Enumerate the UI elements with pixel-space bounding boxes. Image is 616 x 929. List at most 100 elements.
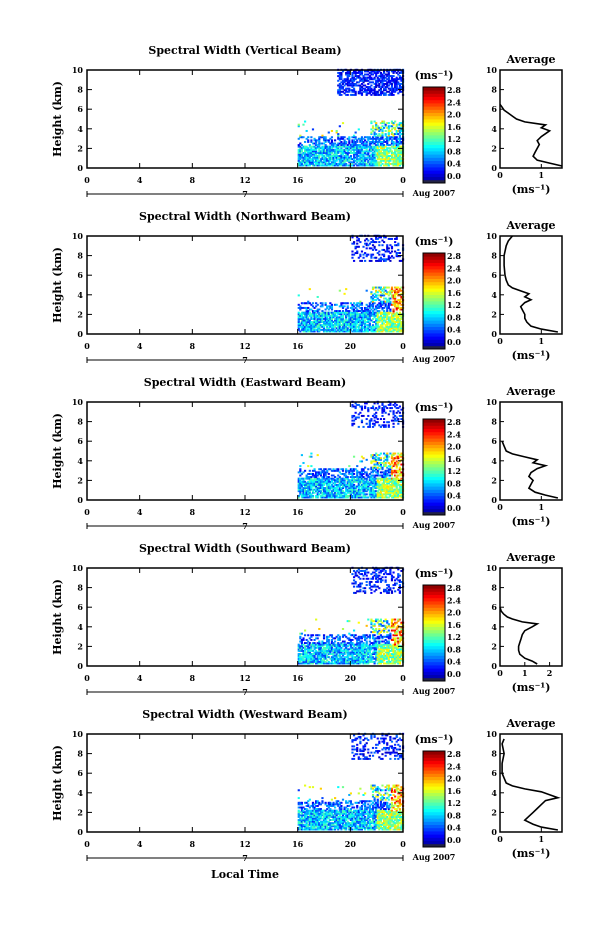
heatmap-cell bbox=[330, 303, 334, 306]
heatmap-cell bbox=[321, 480, 324, 483]
heatmap-cell bbox=[303, 306, 307, 309]
heatmap-cell bbox=[346, 75, 349, 78]
heatmap-cell bbox=[376, 259, 379, 262]
heatmap-cell bbox=[376, 252, 379, 255]
heatmap-cell bbox=[368, 314, 371, 317]
heatmap-cell bbox=[376, 92, 379, 95]
heatmap-cell bbox=[373, 70, 376, 73]
heatmap-cell bbox=[305, 137, 308, 140]
heatmap-cell bbox=[392, 325, 395, 328]
heatmap-cell bbox=[321, 640, 324, 643]
heatmap-cell bbox=[315, 313, 318, 316]
heatmap-cell bbox=[378, 310, 381, 313]
heatmap-cell bbox=[365, 571, 368, 574]
heatmap-cell bbox=[299, 469, 302, 472]
heatmap-cell bbox=[373, 299, 376, 302]
heatmap-cell bbox=[343, 155, 346, 158]
heatmap-cell bbox=[367, 410, 370, 413]
heatmap-cell bbox=[322, 314, 326, 317]
heatmap-cell bbox=[356, 311, 359, 314]
heatmap-cell bbox=[337, 642, 340, 645]
heatmap-cell bbox=[330, 656, 334, 659]
heatmap-cell bbox=[389, 474, 392, 477]
heatmap-cell bbox=[310, 496, 313, 499]
heatmap-cell bbox=[365, 93, 368, 96]
heatmap-cell bbox=[340, 81, 343, 84]
heatmap-cell bbox=[346, 656, 349, 659]
heatmap-cell bbox=[394, 128, 397, 131]
heatmap-cell bbox=[375, 237, 378, 240]
heatmap-cell bbox=[371, 253, 375, 256]
heatmap-cell bbox=[365, 330, 368, 333]
heatmap-cell bbox=[357, 621, 360, 624]
heatmap-cell bbox=[360, 316, 364, 319]
heatmap-cell bbox=[392, 479, 395, 482]
heatmap-cell bbox=[386, 321, 389, 324]
heatmap-cell bbox=[351, 487, 354, 490]
heatmap-cell bbox=[330, 142, 334, 145]
heatmap-cell bbox=[315, 480, 318, 483]
heatmap-cell bbox=[362, 491, 365, 494]
heatmap-cell bbox=[367, 485, 370, 488]
heatmap-cell bbox=[351, 657, 354, 660]
heatmap-cell bbox=[359, 662, 362, 665]
heatmap-cell bbox=[365, 643, 368, 646]
heatmap-cell bbox=[395, 255, 398, 258]
heatmap-cell bbox=[348, 483, 351, 486]
heatmap-cell bbox=[395, 327, 398, 330]
heatmap-cell bbox=[357, 403, 360, 406]
heatmap-cell bbox=[319, 136, 322, 139]
heatmap-cell bbox=[318, 319, 321, 322]
heatmap-cell bbox=[305, 490, 308, 493]
heatmap-cell bbox=[303, 651, 307, 654]
heatmap-cell bbox=[300, 493, 304, 496]
heatmap-cell bbox=[365, 624, 368, 627]
heatmap-cell bbox=[337, 311, 340, 314]
heatmap-cell bbox=[318, 325, 321, 328]
heatmap-cell bbox=[343, 485, 346, 488]
heatmap-cell bbox=[348, 325, 351, 328]
heatmap-cell bbox=[376, 153, 379, 156]
heatmap-cell bbox=[365, 479, 368, 482]
heatmap-cell bbox=[382, 457, 386, 460]
heatmap-cell bbox=[349, 302, 352, 305]
heatmap-cell bbox=[394, 79, 397, 82]
heatmap-cell bbox=[345, 73, 348, 76]
heatmap-cell bbox=[360, 78, 364, 81]
heatmap-cell bbox=[357, 485, 360, 488]
heatmap-cell bbox=[381, 461, 384, 464]
colorbar-swatch bbox=[423, 253, 445, 257]
heatmap-cell bbox=[318, 653, 321, 656]
heatmap-cell bbox=[319, 480, 322, 483]
heatmap-cell bbox=[360, 156, 364, 159]
heatmap-cell bbox=[335, 159, 338, 162]
heatmap-cell bbox=[395, 137, 398, 140]
heatmap-cell bbox=[322, 659, 326, 662]
heatmap-cell bbox=[384, 151, 387, 154]
heatmap-cell bbox=[381, 410, 384, 413]
heatmap-cell bbox=[384, 134, 387, 137]
heatmap-cell bbox=[308, 493, 311, 496]
heatmap-cell bbox=[368, 311, 371, 314]
heatmap-cell bbox=[321, 649, 324, 652]
colorbar bbox=[422, 418, 446, 516]
heatmap-cell bbox=[327, 150, 330, 153]
heatmap-cell bbox=[302, 491, 305, 494]
heatmap-cell bbox=[357, 314, 360, 317]
heatmap-cell bbox=[394, 402, 397, 405]
heatmap-cell bbox=[346, 71, 349, 74]
heatmap-cell bbox=[357, 642, 360, 645]
heatmap-cell bbox=[319, 468, 322, 471]
heatmap-cell bbox=[367, 645, 370, 648]
heatmap-cell bbox=[315, 324, 318, 327]
heatmap-cell bbox=[365, 402, 368, 405]
heatmap-cell bbox=[305, 145, 308, 148]
heatmap-cell bbox=[327, 635, 330, 638]
heatmap-cell bbox=[367, 476, 370, 479]
heatmap-cell bbox=[343, 643, 346, 646]
heatmap-cell bbox=[384, 137, 387, 140]
heatmap-cell bbox=[381, 414, 384, 417]
heatmap-cell bbox=[354, 582, 357, 585]
heatmap-cell bbox=[397, 330, 400, 333]
heatmap-cell bbox=[373, 247, 376, 250]
